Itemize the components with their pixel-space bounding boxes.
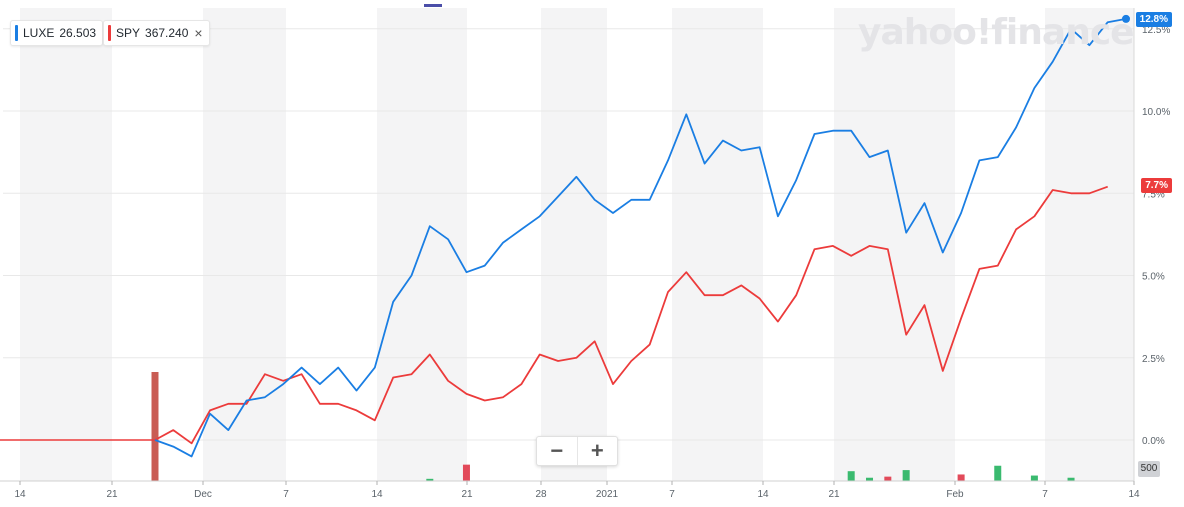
zoom-controls: − + (536, 436, 618, 466)
week-band (834, 8, 955, 481)
volume-bar (1067, 477, 1075, 481)
y-tick-label: 2.5% (1142, 354, 1165, 365)
range-indicator (424, 4, 442, 7)
volume-bar (151, 372, 159, 481)
x-tick-label: 21 (828, 489, 840, 500)
volume-bar (426, 478, 434, 481)
yahoo-finance-watermark: yahoo!finance (858, 12, 1135, 53)
volume-bar (462, 464, 470, 481)
x-tick-label: 28 (535, 489, 547, 500)
x-tick-label: 2021 (596, 489, 619, 500)
y-tick-label: 5.0% (1142, 272, 1165, 283)
volume-bars (151, 372, 1075, 481)
week-band (377, 8, 467, 481)
zoom-in-button[interactable]: + (576, 437, 618, 465)
spy-last-value-badge: 7.7% (1141, 178, 1172, 193)
week-band (20, 8, 112, 481)
legend-symbol: LUXE (23, 26, 55, 40)
x-tick-label: 7 (669, 489, 675, 500)
volume-bar (1030, 475, 1038, 481)
week-band (541, 8, 607, 481)
y-tick-label: 12.5% (1142, 25, 1170, 36)
volume-bar (847, 471, 855, 481)
volume-bar (957, 474, 965, 481)
y-tick-label: 10.0% (1142, 107, 1170, 118)
y-tick-label: 7.5% (1142, 189, 1165, 200)
week-band (203, 8, 286, 481)
series-line-luxe (154, 18, 1127, 458)
volume-bar (866, 477, 874, 481)
legend-symbol: SPY (116, 26, 141, 40)
luxe-last-value-badge: 12.8% (1135, 12, 1172, 27)
x-tick-label: Feb (946, 489, 964, 500)
luxe-last-point (1122, 14, 1130, 23)
legend-value: 26.503 (59, 26, 97, 40)
week-band (1045, 8, 1134, 481)
volume-bar (994, 465, 1002, 481)
y-tick-label: 0.0% (1142, 436, 1165, 447)
volume-bar (884, 476, 892, 481)
x-tick-label: 14 (371, 489, 383, 500)
x-axis: 14 21 Dec 7 14 21 28 2021 7 14 21 Feb 7 14 (0, 480, 1140, 500)
legend-spy[interactable]: SPY 367.240 × (103, 20, 210, 46)
volume-axis-label: 500 (1138, 461, 1160, 477)
series-color-marker (108, 25, 111, 41)
x-tick-label: 14 (757, 489, 769, 500)
zoom-out-button[interactable]: − (550, 438, 564, 463)
week-bands (20, 8, 1134, 481)
legend-value: 367.240 (145, 26, 189, 40)
y-axis: 12.5% 10.0% 7.5% 5.0% 2.5% 0.0% (1133, 8, 1170, 481)
legend-luxe[interactable]: LUXE 26.503 (10, 20, 104, 46)
x-tick-label: 14 (14, 489, 26, 500)
volume-bar (902, 470, 910, 481)
x-tick-label: Dec (194, 489, 212, 500)
x-tick-label: 21 (461, 489, 473, 500)
week-band (672, 8, 763, 481)
x-tick-label: 7 (283, 489, 289, 500)
series-line-spy (154, 185, 1109, 445)
x-tick-label: 14 (1128, 489, 1140, 500)
x-tick-label: 7 (1042, 489, 1048, 500)
series-lines (0, 14, 1130, 458)
series-color-marker (15, 25, 18, 41)
close-icon[interactable]: × (194, 25, 203, 41)
x-tick-label: 21 (106, 489, 118, 500)
